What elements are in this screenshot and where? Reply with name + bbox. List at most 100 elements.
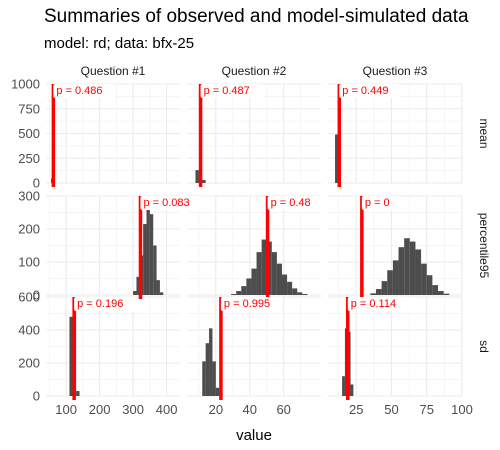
p-value-label: p = 0.449 [342, 85, 388, 97]
x-tick-label: 60 [276, 402, 290, 417]
p-value-label: p = 0.114 [351, 298, 396, 310]
histogram-bar [302, 294, 308, 295]
histogram-bar [415, 249, 422, 295]
histogram-bar [133, 291, 137, 295]
histogram-bar [409, 241, 416, 295]
x-tick-label: 40 [243, 402, 257, 417]
histogram-bar [350, 384, 354, 396]
histogram-bar [202, 180, 206, 183]
column-strip-label: Question #2 [222, 64, 287, 78]
y-tick-label: 100 [18, 255, 40, 270]
x-tick-label: 25 [349, 402, 363, 417]
y-tick-label: 300 [18, 189, 40, 204]
y-tick-label: 400 [18, 323, 40, 338]
histogram-bar [392, 260, 399, 295]
histogram-bar [256, 252, 262, 295]
x-tick-label: 400 [156, 402, 178, 417]
chart-subtitle: model: rd; data: bfx-25 [44, 35, 195, 52]
column-strip-label: Question #1 [81, 64, 146, 78]
histogram-bar [261, 239, 267, 295]
histogram-bar [292, 288, 298, 295]
histogram-bar [438, 291, 444, 295]
p-value-label: p = 0 [365, 197, 390, 209]
p-value-label-box [200, 84, 263, 98]
histogram-bar [231, 294, 237, 295]
histogram-bar [143, 224, 147, 295]
p-value-label-box [140, 196, 203, 210]
y-tick-label: 200 [18, 356, 40, 371]
y-tick-label: 750 [18, 101, 40, 116]
histogram-bar [370, 293, 376, 295]
histogram-bar [202, 361, 206, 396]
y-tick-label: 600 [18, 290, 40, 305]
x-tick-label: 100 [55, 402, 77, 417]
histogram-bar [215, 387, 220, 396]
histogram-bar [387, 270, 393, 295]
histogram-bar [276, 263, 282, 295]
histogram-bar [375, 289, 382, 295]
histogram-bar [159, 292, 164, 295]
histogram-bar [76, 391, 80, 396]
p-value-label-box [74, 297, 136, 311]
histogram-bar [271, 252, 277, 295]
histogram-bar [146, 204, 150, 295]
x-tick-label: 200 [89, 402, 111, 417]
y-tick-label: 1000 [11, 77, 40, 92]
row-strip-label: mean [477, 118, 491, 148]
histogram-bar [209, 328, 213, 396]
p-value-label: p = 0.083 [143, 197, 189, 209]
histogram-bar [443, 293, 450, 295]
y-tick-label: 0 [33, 176, 40, 191]
p-value-label-box [267, 196, 324, 210]
histogram-bar [342, 376, 345, 396]
x-tick-label: 300 [122, 402, 144, 417]
histogram-bar [421, 263, 427, 295]
histogram-bar [287, 281, 293, 295]
histogram-bar [381, 281, 388, 295]
p-value-label: p = 0.196 [77, 298, 123, 310]
column-strip-label: Question #3 [363, 64, 428, 78]
y-tick-label: 0 [33, 288, 40, 303]
histogram-bar [69, 316, 73, 396]
histogram-bar [205, 343, 210, 396]
x-axis-label: value [236, 427, 272, 444]
histogram-bar [149, 214, 154, 295]
histogram-bar [241, 286, 247, 295]
p-value-label-box [220, 297, 283, 311]
histogram-bar [136, 276, 140, 295]
row-strip-label: percentile95 [477, 213, 491, 279]
histogram-bar [195, 170, 199, 183]
p-value-label: p = 0.486 [56, 85, 102, 97]
histogram-bar [398, 247, 405, 295]
x-tick-label: 20 [209, 402, 223, 417]
x-tick-label: 75 [420, 402, 434, 417]
histogram-bar [426, 275, 433, 295]
p-value-label-box [347, 297, 410, 311]
y-tick-label: 250 [18, 151, 40, 166]
histogram-bar [404, 238, 410, 295]
p-value-label: p = 0.487 [204, 85, 250, 97]
histogram-bar [156, 280, 160, 295]
y-tick-label: 200 [18, 222, 40, 237]
y-tick-label: 500 [18, 126, 40, 141]
histogram-bar [153, 245, 157, 295]
p-value-label-box [53, 84, 116, 98]
p-value-label: p = 0.48 [271, 197, 311, 209]
histogram-bar [251, 268, 257, 295]
histogram-bar [281, 274, 288, 295]
histogram-bar [236, 291, 242, 295]
x-tick-label: 100 [451, 402, 473, 417]
chart-title: Summaries of observed and model-simulate… [44, 6, 469, 27]
histogram-bar [212, 361, 216, 396]
p-value-label: p = 0.995 [224, 298, 270, 310]
p-value-label-box [339, 84, 402, 98]
p-value-label-box [361, 196, 399, 210]
histogram-bar [432, 285, 439, 295]
y-tick-label: 0 [33, 389, 40, 404]
row-strip-label: sd [477, 340, 491, 353]
histogram-bar [297, 292, 303, 295]
histogram-bar [335, 134, 338, 183]
x-tick-label: 50 [384, 402, 398, 417]
histogram-bar [246, 278, 252, 295]
